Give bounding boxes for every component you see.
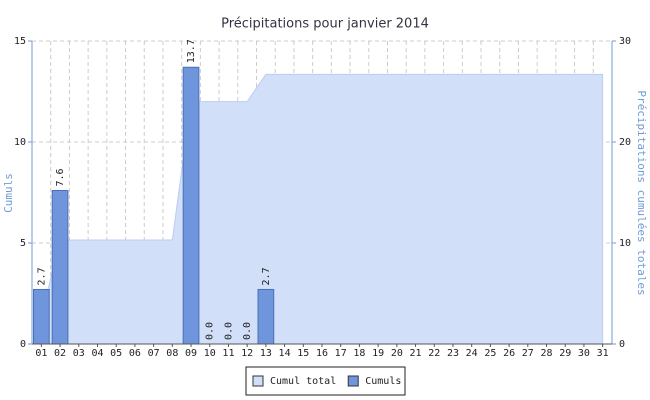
x-tick-label: 25	[484, 348, 496, 359]
x-tick-label: 11	[222, 348, 234, 359]
x-tick-label: 21	[410, 348, 422, 359]
x-tick-label: 05	[110, 348, 122, 359]
y2-tick-label: 20	[619, 137, 631, 148]
x-tick-label: 22	[428, 348, 440, 359]
bar	[32, 288, 50, 345]
y-tick-label: 5	[20, 238, 26, 249]
x-tick-label: 19	[372, 348, 384, 359]
value-label: 0.0	[205, 322, 216, 340]
x-tick-label: 31	[597, 348, 609, 359]
x-tick-label: 06	[129, 348, 141, 359]
x-tick-label: 17	[335, 348, 347, 359]
x-tick-label: 03	[73, 348, 85, 359]
chart-title: Précipitations pour janvier 2014	[221, 17, 429, 32]
x-tick-label: 29	[559, 348, 571, 359]
y-tick-label: 10	[14, 137, 26, 148]
x-tick-label: 30	[578, 348, 590, 359]
value-label: 13.7	[186, 39, 197, 63]
x-tick-label: 08	[166, 348, 178, 359]
x-tick-label: 27	[522, 348, 534, 359]
bar	[257, 288, 275, 345]
value-label: 0.0	[242, 322, 253, 340]
legend-label: Cumul total	[270, 376, 336, 387]
x-tick-label: 18	[353, 348, 365, 359]
x-tick-label: 13	[260, 348, 272, 359]
x-tick-label: 07	[148, 348, 160, 359]
y2-tick-label: 0	[619, 339, 625, 350]
x-tick-label: 24	[466, 348, 478, 359]
y-tick-label: 15	[14, 36, 26, 47]
value-label: 7.6	[55, 168, 66, 186]
x-tick-label: 28	[540, 348, 552, 359]
x-tick-label: 12	[241, 348, 253, 359]
y-axis-title: Cumuls	[2, 173, 15, 213]
legend-swatch	[347, 375, 359, 387]
bar	[182, 66, 200, 345]
x-tick-label: 10	[204, 348, 216, 359]
value-label: 0.0	[223, 322, 234, 340]
x-tick-label: 14	[279, 348, 291, 359]
y2-tick-label: 10	[619, 238, 631, 249]
x-tick-label: 02	[54, 348, 66, 359]
x-tick-label: 09	[185, 348, 197, 359]
bar	[51, 189, 69, 345]
y2-tick-label: 30	[619, 36, 631, 47]
y-tick-label: 0	[20, 339, 26, 350]
x-tick-label: 16	[316, 348, 328, 359]
x-tick-label: 20	[391, 348, 403, 359]
legend-box	[245, 366, 406, 396]
legend-swatch	[252, 375, 264, 387]
x-tick-label: 26	[503, 348, 515, 359]
value-label: 2.7	[36, 267, 47, 285]
value-label: 2.7	[261, 267, 272, 285]
area	[40, 73, 604, 345]
x-tick-label: 23	[447, 348, 459, 359]
y2-axis-title: Précipitations cumulées totales	[635, 90, 648, 295]
x-tick-label: 15	[297, 348, 309, 359]
x-tick-label: 04	[91, 348, 103, 359]
x-tick-label: 01	[35, 348, 47, 359]
legend-label: Cumuls	[365, 376, 401, 387]
